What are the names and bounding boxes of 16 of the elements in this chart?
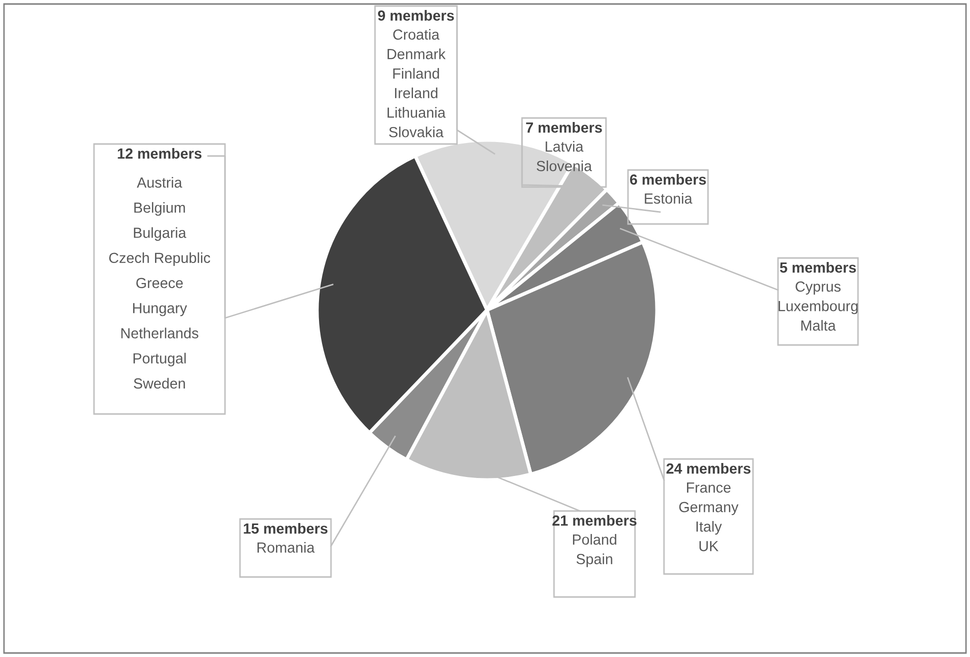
slice-label: 7 members [526, 122, 602, 133]
slice-label: 21 members [552, 515, 636, 526]
text: Austria Belgium Bulgaria Czech Republic Greece Hungary Netherlands Portugal Sweden [109, 177, 210, 389]
text: Latvia Slovenia [536, 141, 592, 172]
text: Romania [258, 542, 315, 553]
slice-label: 24 members [666, 463, 750, 474]
slice-label: 12 members [118, 148, 202, 159]
text: Croatia Denmark Finland Ireland Lithuania Slovakia [388, 29, 446, 138]
slice-label: 15 members [244, 523, 328, 534]
slice-label: 6 members [630, 174, 706, 185]
text: France Germany Italy UK [679, 482, 738, 552]
text: Cyprus Luxembourg Malta [778, 281, 858, 331]
text: Estonia [644, 193, 692, 204]
slice-label: 5 members [780, 262, 856, 273]
text: Poland Spain [572, 534, 616, 568]
slice-label: 9 members [378, 10, 454, 21]
